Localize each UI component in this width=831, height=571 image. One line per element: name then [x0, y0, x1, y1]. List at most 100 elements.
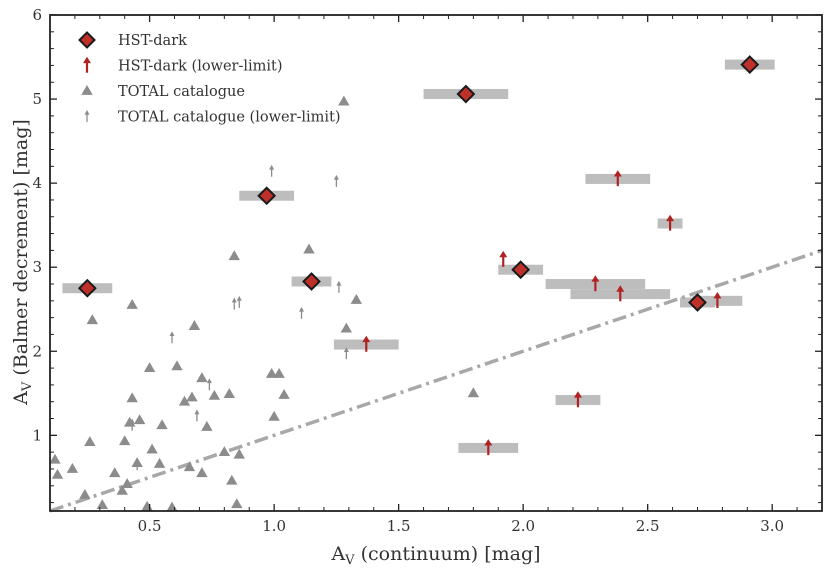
total-catalogue-point	[338, 95, 350, 106]
total-catalogue-point	[119, 435, 131, 446]
total-catalogue-point	[121, 478, 133, 488]
total-catalogue-point	[96, 499, 108, 510]
x-tick-label: 2.0	[511, 517, 535, 535]
total-catalogue-point	[156, 419, 168, 430]
x-tick-label: 1.0	[262, 517, 286, 535]
hst-dark-lower-limit-arrow	[591, 275, 600, 292]
total-catalogue-layer	[49, 95, 480, 512]
hst-dark-point	[456, 84, 476, 104]
x-axis-label: AV (continuum) [mag]	[330, 543, 540, 568]
total-catalogue-point	[467, 387, 480, 398]
y-tick-label: 1	[32, 426, 42, 444]
legend-total-lower-limit-marker	[84, 109, 90, 122]
total-catalogue-point	[233, 448, 245, 459]
total-lower-limit-arrow	[236, 295, 242, 308]
legend-total-marker	[81, 85, 93, 95]
total-catalogue-point	[51, 468, 64, 479]
total-catalogue-point	[86, 314, 99, 325]
total-catalogue-point	[146, 443, 158, 454]
y-tick-label: 6	[32, 6, 42, 24]
total-catalogue-point	[133, 414, 146, 425]
axes-frame-layer	[49, 14, 823, 512]
total-catalogue-point	[183, 461, 196, 472]
total-catalogue-point	[171, 360, 183, 371]
axes-frame	[49, 14, 823, 512]
hst-dark-point	[688, 293, 707, 312]
total-catalogue-point	[186, 391, 198, 402]
total-catalogue-point	[340, 322, 353, 333]
total-lower-limit-arrow	[134, 458, 140, 471]
legend-hst-dark-lower-limit-marker	[83, 56, 91, 73]
total-catalogue-point	[268, 410, 280, 421]
total-catalogue-point	[116, 484, 128, 495]
total-catalogue-point	[265, 367, 278, 378]
total-lower-limit-arrow	[336, 280, 342, 293]
x-tick-label: 2.5	[636, 517, 660, 535]
total-catalogue-point	[79, 489, 91, 499]
y-axis-label: AV (Balmer decrement) [mag]	[10, 119, 35, 406]
total-catalogue-point	[49, 453, 61, 464]
hst-dark-lower-limit-arrow	[484, 439, 493, 456]
total-lower-limit-arrow	[194, 409, 200, 422]
one-to-one-line	[49, 248, 823, 513]
total-lower-limit-arrow	[169, 331, 175, 344]
hst-dark-lower-limit-arrow	[666, 214, 675, 231]
hst-dark-layer	[77, 55, 760, 456]
total-catalogue-point	[66, 462, 79, 473]
total-catalogue-point	[141, 500, 153, 511]
x-tick-label: 3.0	[760, 517, 784, 535]
hst-dark-point	[740, 55, 760, 75]
hst-dark-lower-limit-arrow	[362, 335, 371, 352]
y-tick-label: 5	[32, 90, 42, 108]
hst-dark-point	[77, 278, 97, 298]
y-tick-label: 4	[32, 174, 42, 192]
total-catalogue-point	[350, 293, 363, 304]
total-catalogue-point	[126, 392, 138, 403]
total-lower-limit-arrow	[343, 347, 349, 360]
hst-dark-lower-limit-arrow	[499, 250, 508, 267]
hst-dark-lower-limit-arrow	[616, 285, 625, 302]
legend: HST-dark HST-dark (lower-limit) TOTAL cata…	[78, 31, 341, 126]
total-catalogue-point	[278, 388, 290, 399]
total-catalogue-point	[153, 457, 166, 468]
total-catalogue-point	[109, 467, 121, 478]
hst-dark-point	[257, 186, 277, 206]
total-catalogue-point	[208, 389, 221, 400]
x-tick-label: 1.5	[387, 517, 411, 535]
total-catalogue-point	[223, 388, 236, 399]
total-lower-limit-arrow	[269, 164, 275, 177]
y-tick-label: 3	[32, 258, 42, 276]
total-catalogue-point	[188, 320, 201, 330]
y-tick-label: 2	[32, 342, 42, 360]
hst-dark-lower-limit-arrow	[713, 292, 722, 309]
total-lower-limit-arrow	[231, 297, 237, 310]
total-catalogue-point	[84, 436, 96, 446]
total-lower-limit-arrow	[333, 174, 339, 187]
total-catalogue-point	[196, 467, 208, 478]
total-catalogue-point	[126, 299, 138, 309]
total-catalogue-point	[178, 395, 191, 406]
total-lower-limit-arrow	[129, 418, 135, 431]
total-catalogue-point	[226, 474, 238, 485]
legend-entry-total-catalogue: TOTAL catalogue	[118, 84, 245, 100]
total-catalogue-point	[273, 367, 285, 378]
tick-layer: 0.5 1.0 1.5 2.0 2.5 3.0 1 2 3 4 5 6	[32, 6, 823, 535]
legend-entry-hst-dark: HST-dark	[118, 33, 187, 49]
legend-entry-total-lower-limit: TOTAL catalogue (lower-limit)	[118, 110, 341, 126]
total-catalogue-point	[166, 501, 178, 512]
total-catalogue-point	[218, 446, 231, 457]
total-catalogue-point	[143, 362, 156, 372]
x-tick-label: 0.5	[138, 517, 162, 535]
hst-dark-lower-limit-arrow	[613, 170, 622, 187]
hst-dark-point	[302, 272, 321, 291]
reference-line-layer	[49, 248, 823, 513]
total-catalogue-point	[228, 250, 240, 261]
legend-hst-dark-marker	[78, 31, 96, 49]
total-catalogue-point	[201, 420, 213, 431]
total-catalogue-point	[231, 498, 243, 509]
total-catalogue-point	[196, 372, 208, 383]
hst-dark-point	[511, 260, 531, 280]
total-lower-limit-arrow	[206, 378, 212, 391]
hst-dark-lower-limit-arrow	[573, 391, 582, 408]
